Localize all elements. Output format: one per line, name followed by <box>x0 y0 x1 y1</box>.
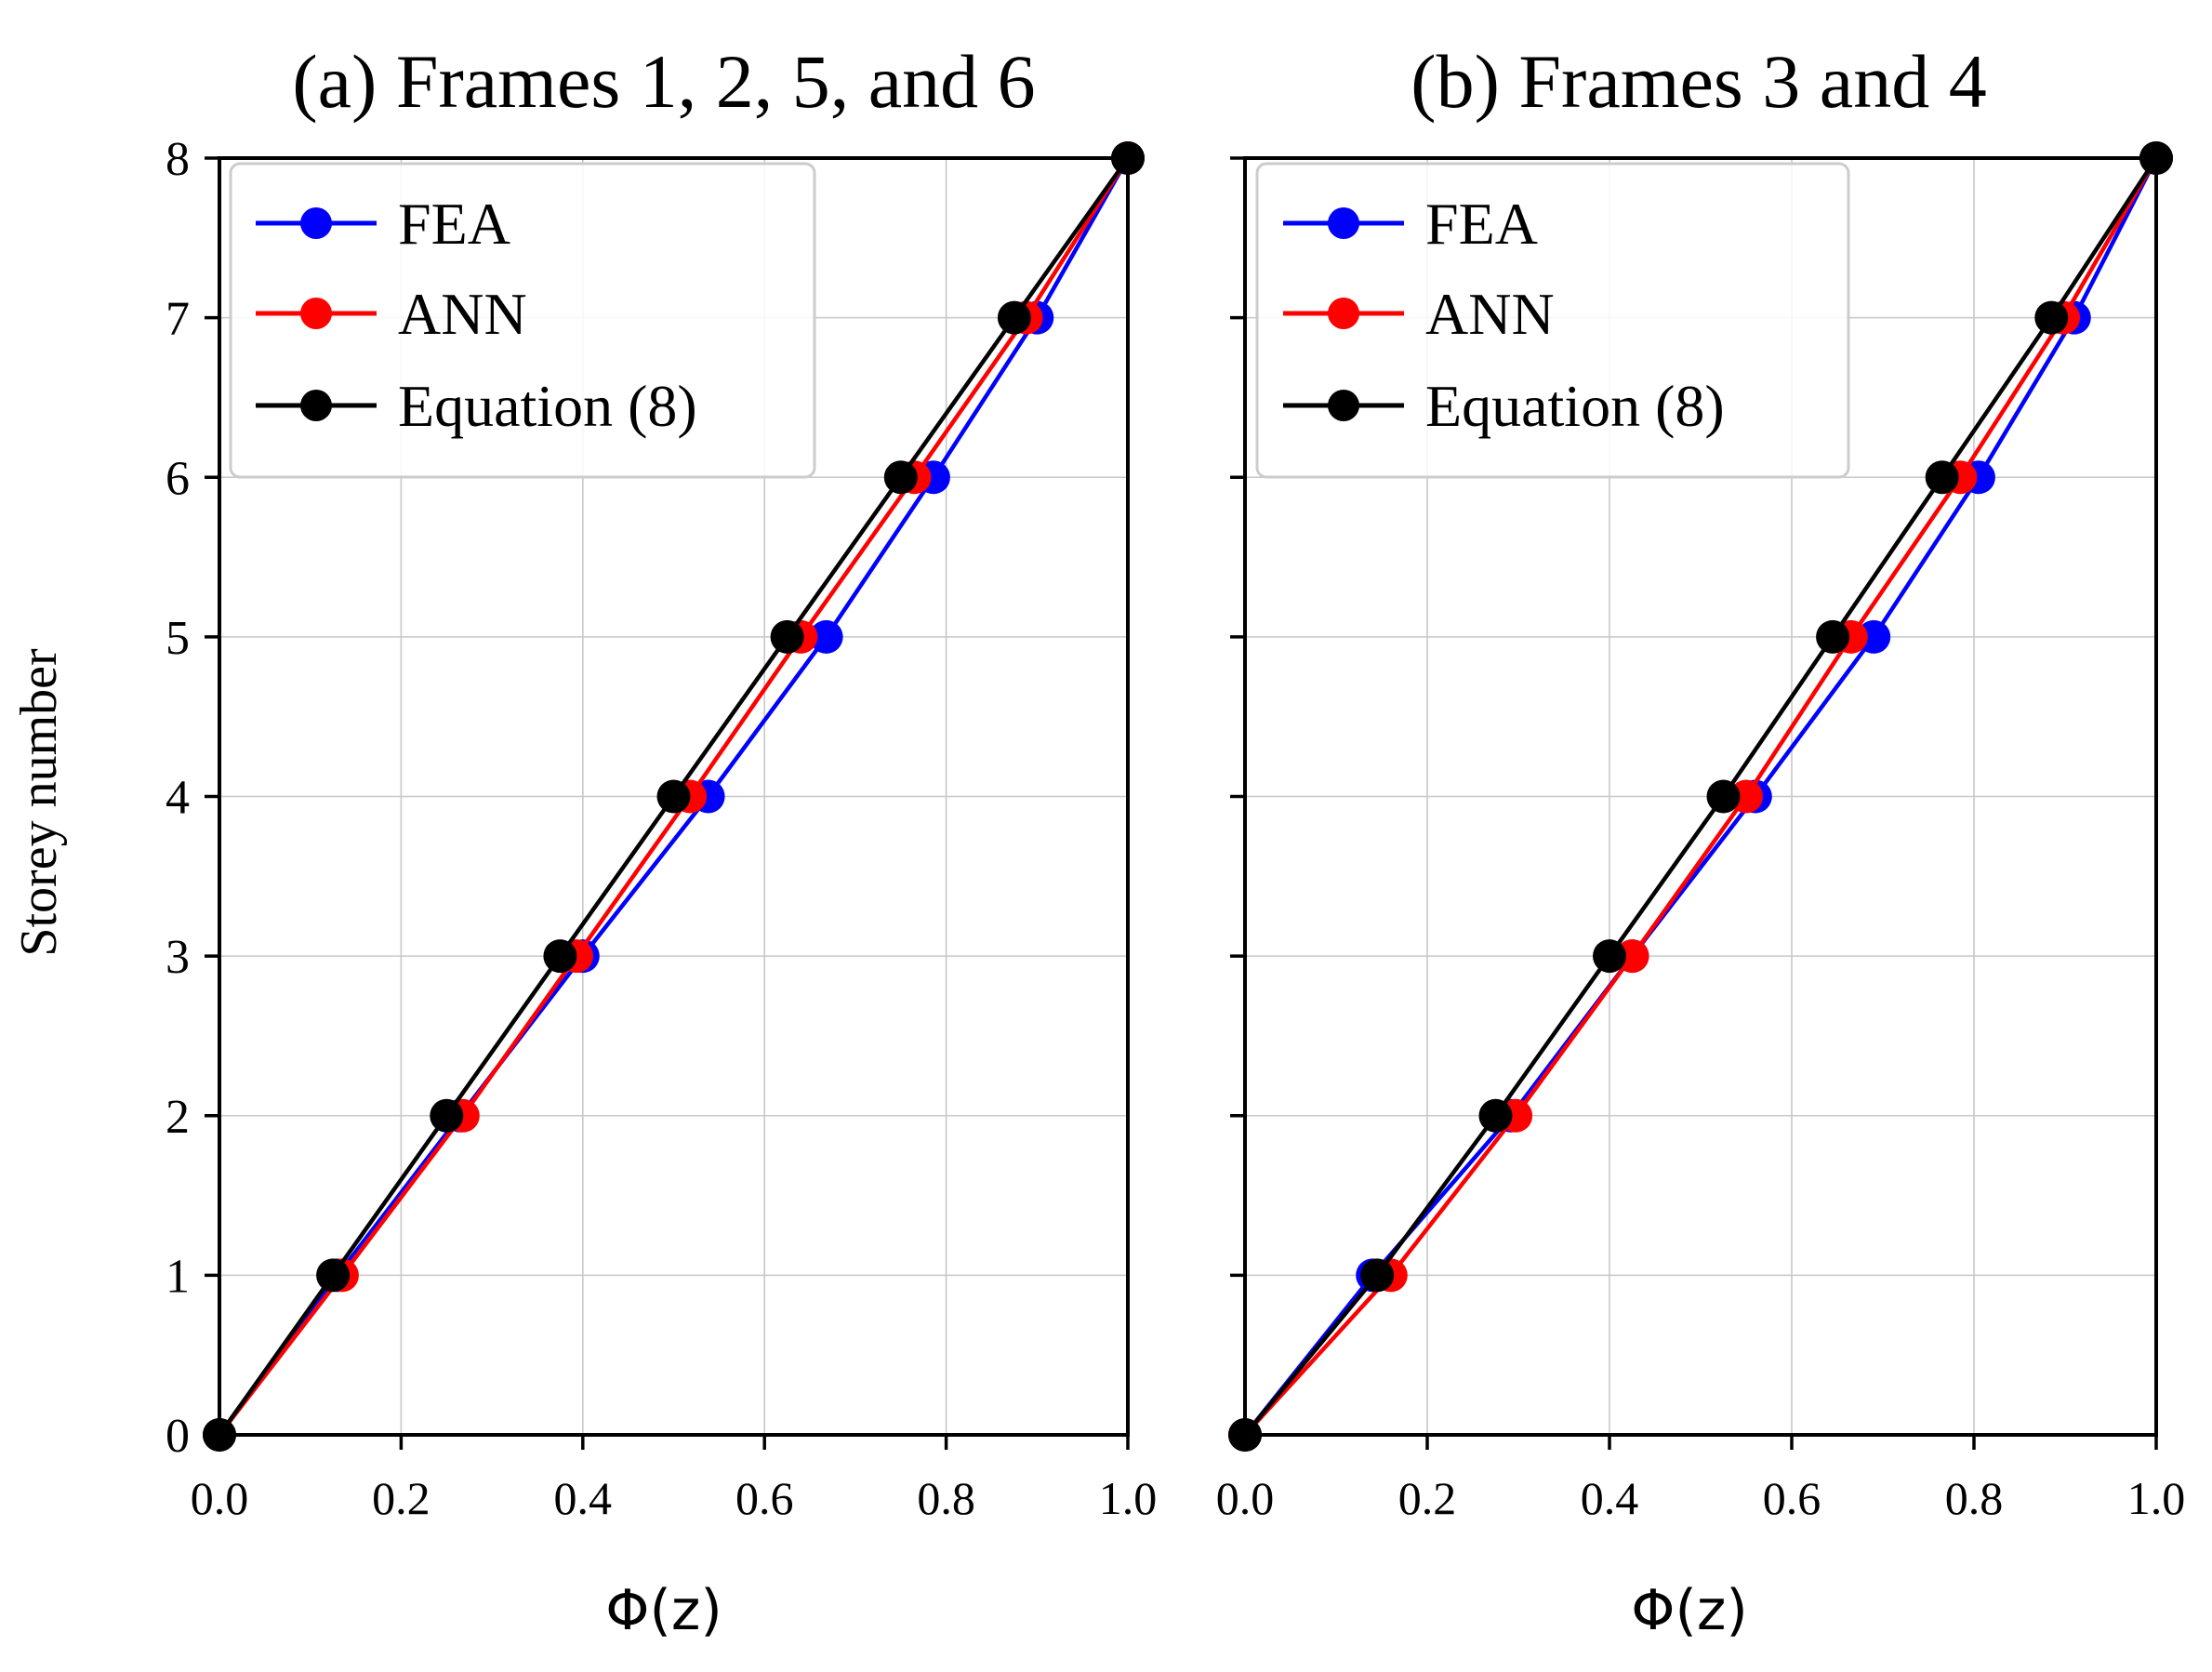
legend-entry-fea: FEA <box>1283 191 1538 257</box>
legend-marker-fea <box>300 207 332 239</box>
legend-marker-ann <box>300 298 332 329</box>
x-tick-label: 0.6 <box>735 1472 794 1524</box>
y-axis-label: Storey number <box>10 648 68 957</box>
y-tick-label: 5 <box>166 612 190 665</box>
x-tick-label: 0.2 <box>372 1472 430 1524</box>
data-point-equation-8 <box>430 1098 464 1133</box>
legend-label-fea: FEA <box>1425 191 1538 257</box>
y-tick-label: 2 <box>166 1091 190 1144</box>
panel-b-axes-frame <box>1243 156 2158 1437</box>
legend-box <box>229 162 816 479</box>
legend-entry-equation: Equation (8) <box>1283 373 1725 439</box>
legend-label-equation: Equation (8) <box>398 373 697 439</box>
x-tick-label: 0.0 <box>1216 1472 1275 1524</box>
panel-a-axes-frame <box>218 156 1130 1437</box>
data-point-fea <box>809 619 843 654</box>
x-tick-label: 1.0 <box>2127 1472 2186 1524</box>
x-tick-label: 0.2 <box>1398 1472 1457 1524</box>
panel-b-ticks: 0.0 0.2 0.4 0.6 0.8 1.0 <box>1216 156 2186 1524</box>
data-point-equation-8 <box>543 939 577 974</box>
panel-b-legend: FEA ANN Equation (8) <box>1255 162 1850 479</box>
phi-symbol: Φ <box>605 1578 649 1643</box>
legend-marker-equation <box>300 390 332 421</box>
x-tick-label: 0.8 <box>917 1472 975 1524</box>
data-point-equation-8 <box>1706 779 1741 814</box>
data-point-equation-8 <box>1360 1258 1395 1293</box>
y-tick-label: 7 <box>166 293 190 346</box>
data-point-equation-8 <box>656 779 691 814</box>
legend-entry-ann: ANN <box>1283 281 1555 347</box>
data-point-equation-8 <box>1925 460 1959 495</box>
legend-label-fea: FEA <box>398 191 510 257</box>
panel-a-series <box>203 141 1145 1452</box>
y-tick-label: 8 <box>166 133 190 186</box>
y-tick-label: 3 <box>166 931 190 984</box>
panel-b: (b) Frames 3 and 4 Φ(z) 0.0 0.2 0.4 0.6 0.8 1… <box>1216 39 2186 1643</box>
legend-marker-equation <box>1328 390 1359 421</box>
x-tick-label: 0.4 <box>554 1472 613 1524</box>
panel-a-legend: FEA ANN Equation (8) <box>229 162 816 479</box>
y-tick-label: 4 <box>166 772 190 825</box>
phi-symbol: Φ <box>1631 1578 1675 1643</box>
legend-entry-ann: ANN <box>256 281 527 347</box>
x-arg: z <box>671 1578 701 1643</box>
data-point-equation-8 <box>2034 300 2069 335</box>
panel-a-x-axis-label: Φ(z) <box>605 1578 722 1643</box>
panel-b-x-axis-label: Φ(z) <box>1631 1578 1748 1643</box>
legend-box <box>1255 162 1850 479</box>
panel-a: (a) Frames 1, 2, 5, and 6 Storey number … <box>10 39 1157 1643</box>
y-tick-label: 6 <box>166 452 190 505</box>
x-tick-label: 0.0 <box>191 1472 249 1524</box>
x-tick-label: 0.8 <box>1945 1472 2004 1524</box>
x-tick-label: 0.4 <box>1581 1472 1639 1524</box>
x-arg: z <box>1697 1578 1727 1643</box>
data-point-equation-8 <box>1593 939 1626 974</box>
legend-label-ann: ANN <box>1425 281 1555 347</box>
x-tick-label: 1.0 <box>1099 1472 1158 1524</box>
panel-b-title: (b) Frames 3 and 4 <box>1411 39 1986 124</box>
legend-marker-ann <box>1328 298 1359 329</box>
legend-entry-fea: FEA <box>256 191 510 257</box>
data-point-equation-8 <box>883 460 918 495</box>
panel-a-title: (a) Frames 1, 2, 5, and 6 <box>292 39 1035 124</box>
panel-b-series <box>1228 141 2173 1452</box>
data-point-equation-8 <box>1478 1098 1513 1133</box>
data-point-equation-8 <box>770 619 804 654</box>
y-tick-label: 0 <box>166 1410 190 1463</box>
panel-a-ticks: 0.0 0.2 0.4 0.6 0.8 1.0 0 1 2 3 4 5 6 7 8 <box>166 133 1157 1524</box>
y-tick-label: 1 <box>166 1250 190 1303</box>
legend-label-equation: Equation (8) <box>1425 373 1725 439</box>
data-point-equation-8 <box>316 1258 351 1293</box>
legend-label-ann: ANN <box>398 281 527 347</box>
legend-entry-equation: Equation (8) <box>256 373 697 439</box>
data-point-equation-8 <box>997 300 1031 335</box>
x-tick-label: 0.6 <box>1763 1472 1821 1524</box>
data-point-equation-8 <box>1816 619 1850 654</box>
legend-marker-fea <box>1328 207 1359 239</box>
